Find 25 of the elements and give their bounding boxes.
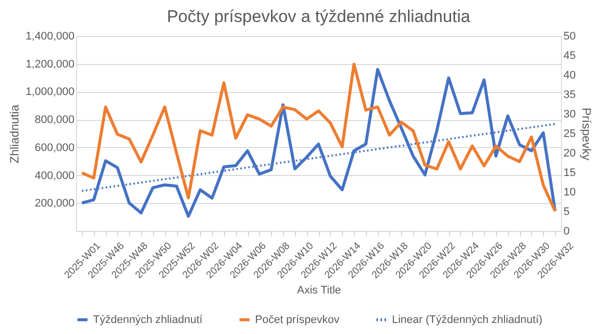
legend-label: Počet príspevkov [255, 314, 340, 326]
legend-label: Linear (Týždenných zhliadnutí) [392, 314, 542, 326]
y-tick-label: 1,000,000 [26, 86, 74, 98]
y-tick-label: 1,200,000 [26, 58, 74, 70]
y2-tick-label: 10 [564, 186, 576, 198]
y2-tick-label: 25 [564, 128, 576, 140]
y-tick-label: 600,000 [34, 142, 74, 154]
y2-tick-label: 35 [564, 89, 576, 101]
y2-tick-label: 20 [564, 148, 576, 160]
y2-tick-label: 40 [564, 70, 576, 82]
y2-axis-title: Príspevky [580, 108, 594, 160]
y2-tick-label: 5 [564, 206, 570, 218]
chart-title: Počty príspevkov a týždenné zhliadnutia [166, 7, 471, 26]
y2-tick-label: 15 [564, 167, 576, 179]
y-axis-title: Zhliadnutia [8, 104, 22, 164]
y2-tick-label: 30 [564, 108, 576, 120]
y-tick-label: 1,400,000 [26, 30, 74, 42]
y2-tick-label: 45 [564, 50, 576, 62]
legend-label: Týždenných zhliadnutí [93, 314, 204, 326]
x-axis-title: Axis Title [296, 284, 342, 296]
y2-tick-label: 50 [564, 30, 576, 42]
y-tick-label: 400,000 [34, 170, 74, 182]
y-tick-label: 800,000 [34, 114, 74, 126]
y2-tick-label: 0 [564, 226, 570, 238]
y-tick-label: 200,000 [34, 198, 74, 210]
